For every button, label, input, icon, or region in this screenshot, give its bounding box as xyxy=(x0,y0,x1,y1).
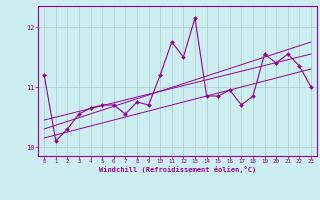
X-axis label: Windchill (Refroidissement éolien,°C): Windchill (Refroidissement éolien,°C) xyxy=(99,166,256,173)
